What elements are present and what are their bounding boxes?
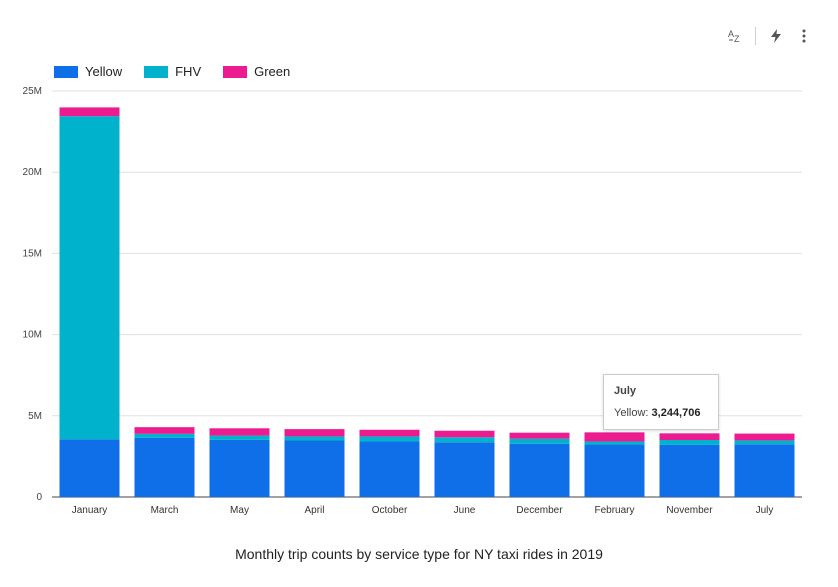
x-tick-label: October — [372, 505, 408, 516]
bar-segment[interactable] — [134, 427, 195, 434]
bar-segment[interactable] — [284, 440, 345, 497]
legend-swatch — [144, 65, 169, 78]
toolbar-separator — [755, 27, 756, 45]
bar-segment[interactable] — [134, 437, 195, 497]
legend-swatch — [223, 65, 248, 78]
bar-segment[interactable] — [659, 433, 720, 440]
bar-segment[interactable] — [509, 432, 570, 439]
bars — [59, 107, 795, 497]
bar-segment[interactable] — [734, 440, 795, 445]
y-tick-label: 20M — [23, 167, 42, 178]
y-tick-label: 25M — [23, 86, 42, 97]
legend-label: FHV — [175, 64, 202, 79]
y-tick-label: 5M — [28, 411, 42, 422]
bar-segment[interactable] — [359, 429, 420, 437]
bar-segment[interactable] — [209, 428, 270, 436]
y-axis-ticks: 0 5M 10M 15M 20M 25M — [23, 86, 43, 503]
x-tick-label: May — [230, 505, 249, 516]
bar-segment[interactable] — [59, 439, 120, 497]
x-tick-label: July — [756, 505, 774, 516]
svg-text:A: A — [728, 29, 734, 39]
bar-segment[interactable] — [359, 436, 420, 442]
bar-segment[interactable] — [134, 433, 195, 438]
svg-text:Z: Z — [734, 34, 740, 44]
bar-segment[interactable] — [284, 429, 345, 437]
bar-segment[interactable] — [359, 441, 420, 497]
tooltip: July Yellow: 3,244,706 — [603, 374, 719, 430]
x-tick-label: February — [594, 505, 634, 516]
sort-az-icon[interactable]: A Z — [721, 24, 749, 48]
bar-segment[interactable] — [59, 116, 120, 440]
bar-segment[interactable] — [284, 436, 345, 441]
legend-item[interactable]: Green — [223, 64, 290, 79]
bar-segment[interactable] — [59, 107, 120, 117]
x-tick-label: December — [516, 505, 563, 516]
bar-segment[interactable] — [584, 444, 645, 497]
bar-segment[interactable] — [209, 435, 270, 440]
bar-segment[interactable] — [434, 442, 495, 497]
legend: Yellow FHV Green — [54, 64, 290, 79]
x-tick-label: April — [304, 505, 324, 516]
lightning-icon[interactable] — [762, 24, 790, 48]
tooltip-value: 3,244,706 — [651, 407, 701, 419]
bar-segment[interactable] — [659, 444, 720, 497]
bar-segment[interactable] — [584, 441, 645, 445]
bar-segment[interactable] — [509, 443, 570, 497]
x-tick-label: January — [72, 505, 108, 516]
tooltip-title: July — [614, 385, 637, 397]
bar-segment[interactable] — [434, 430, 495, 438]
x-axis-ticks: January March May April October June December F… — [72, 505, 774, 516]
bar-segment[interactable] — [659, 439, 720, 445]
legend-item[interactable]: FHV — [144, 64, 201, 79]
bar-segment[interactable] — [734, 444, 795, 497]
bar-segment[interactable] — [509, 438, 570, 444]
legend-item[interactable]: Yellow — [54, 64, 122, 79]
y-tick-label: 0 — [36, 492, 42, 503]
x-tick-label: March — [151, 505, 179, 516]
legend-label: Green — [254, 64, 291, 79]
more-vert-icon[interactable] — [790, 24, 818, 48]
x-tick-label: June — [454, 505, 476, 516]
y-tick-label: 15M — [23, 248, 42, 259]
tooltip-row: Yellow: 3,244,706 — [614, 407, 701, 419]
y-tick-label: 10M — [23, 330, 42, 341]
bar-segment[interactable] — [584, 432, 645, 442]
bar-segment[interactable] — [209, 439, 270, 497]
x-tick-label: November — [666, 505, 713, 516]
chart-title: Monthly trip counts by service type for … — [235, 546, 603, 562]
legend-swatch — [54, 65, 78, 78]
bar-segment[interactable] — [734, 433, 795, 441]
tooltip-series-label: Yellow — [614, 407, 646, 419]
legend-label: Yellow — [85, 64, 123, 79]
bar-segment[interactable] — [434, 437, 495, 443]
chart-toolbar: A Z — [721, 24, 818, 48]
